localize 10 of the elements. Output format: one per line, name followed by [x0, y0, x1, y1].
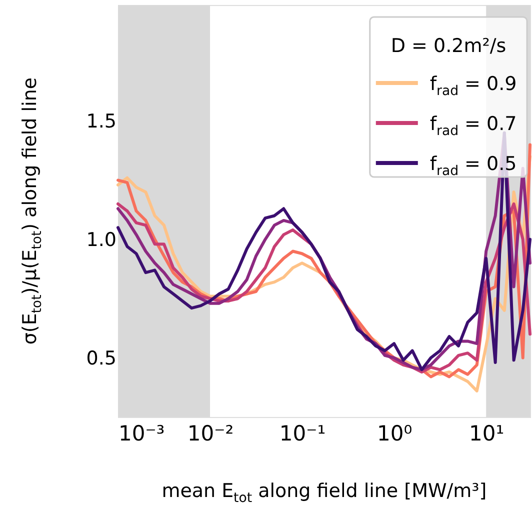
x-tick-label: 10⁻¹	[279, 422, 326, 446]
y-axis-title: σ(Etot)/μ(Etot) along field line	[19, 77, 45, 345]
y-tick-label: 0.5	[86, 347, 116, 370]
x-tick-label: 10⁻³	[118, 422, 165, 446]
legend-title: D = 0.2m²/s	[390, 35, 506, 57]
y-tick-label: 1.5	[86, 110, 116, 133]
x-tick-label: 10⁻²	[187, 422, 234, 446]
x-tick-label: 10¹	[469, 422, 504, 446]
y-tick-label: 1.0	[86, 228, 116, 251]
x-tick-label: 10⁰	[377, 422, 412, 446]
